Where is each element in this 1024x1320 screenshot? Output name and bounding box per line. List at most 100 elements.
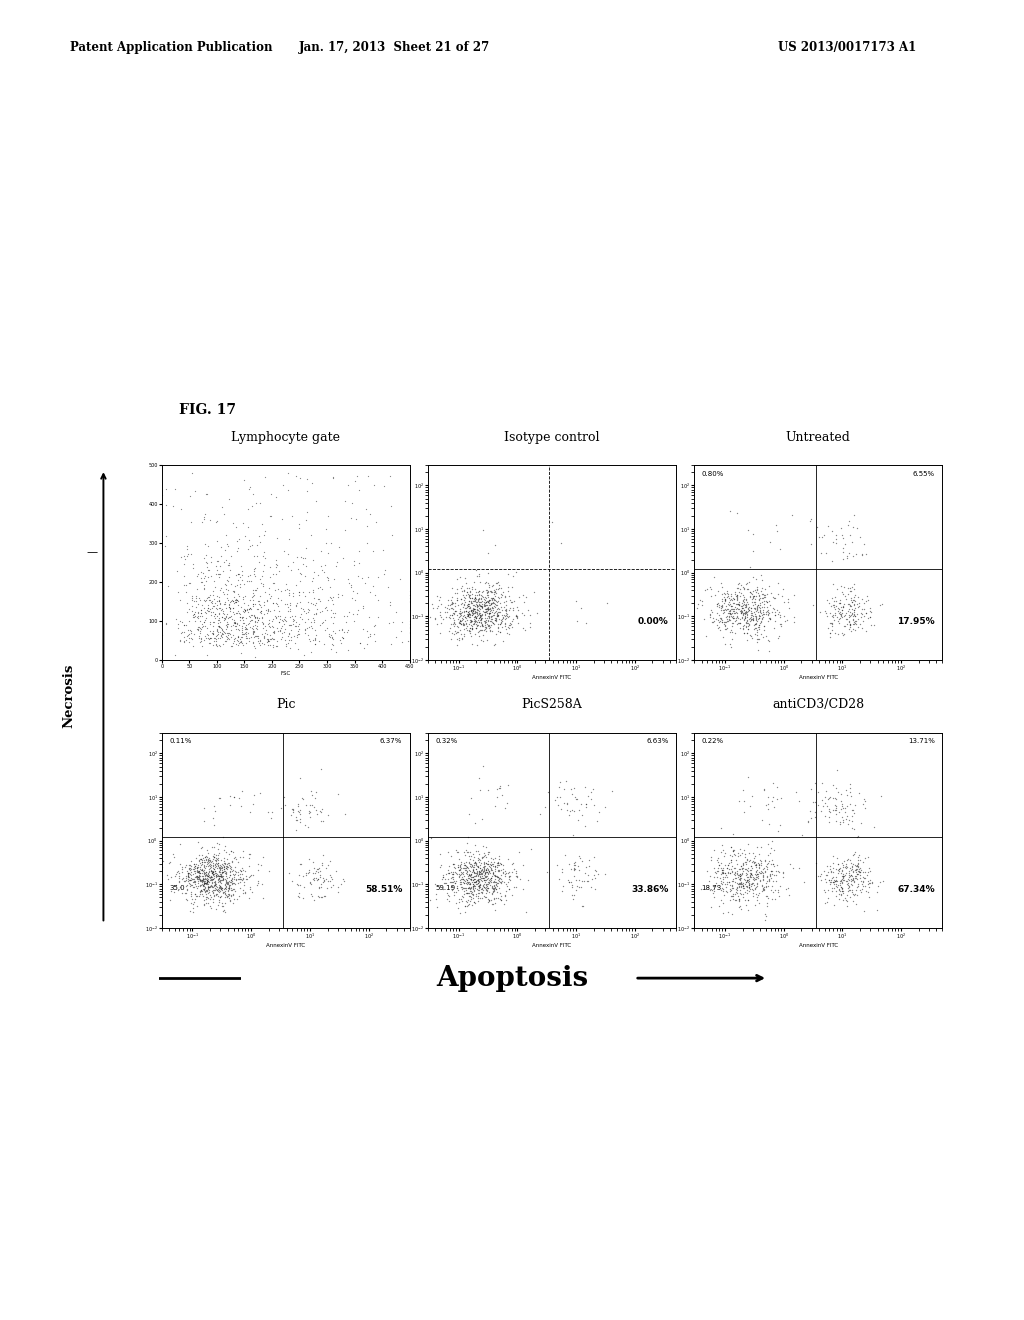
- Point: [572, 793, 589, 814]
- Point: [255, 545, 271, 566]
- Point: [161, 853, 177, 874]
- Point: [481, 595, 498, 616]
- Point: [730, 896, 746, 917]
- Point: [762, 595, 778, 616]
- Point: [452, 871, 468, 892]
- Point: [734, 598, 751, 619]
- Point: [261, 616, 278, 638]
- Point: [735, 854, 752, 875]
- Point: [474, 630, 490, 651]
- Point: [474, 595, 490, 616]
- Point: [351, 540, 368, 561]
- Point: [450, 569, 466, 590]
- Point: [195, 616, 211, 638]
- Point: [478, 874, 495, 895]
- Point: [195, 875, 211, 896]
- Point: [713, 851, 729, 873]
- Point: [484, 581, 501, 602]
- Point: [475, 855, 492, 876]
- Point: [209, 853, 225, 874]
- Point: [433, 612, 450, 634]
- Point: [290, 795, 306, 816]
- Point: [489, 618, 506, 639]
- Point: [724, 606, 740, 627]
- Point: [321, 506, 337, 527]
- Point: [714, 591, 730, 612]
- Point: [497, 614, 513, 635]
- Point: [205, 862, 221, 883]
- Point: [737, 601, 754, 622]
- Point: [564, 825, 581, 846]
- Point: [750, 609, 766, 630]
- Point: [195, 869, 211, 890]
- Point: [744, 866, 761, 887]
- Point: [272, 589, 289, 610]
- Point: [484, 593, 501, 614]
- Point: [430, 590, 446, 611]
- Point: [427, 873, 443, 894]
- Point: [480, 615, 497, 636]
- Point: [227, 846, 244, 867]
- Point: [242, 529, 258, 550]
- Point: [224, 878, 241, 899]
- Point: [729, 865, 745, 886]
- Point: [478, 847, 495, 869]
- Point: [473, 862, 489, 883]
- Point: [764, 863, 780, 884]
- Point: [467, 834, 483, 855]
- Point: [730, 607, 746, 628]
- Point: [237, 882, 253, 903]
- Point: [854, 598, 870, 619]
- Point: [723, 636, 739, 657]
- Point: [727, 865, 743, 886]
- Point: [836, 577, 852, 598]
- Point: [708, 862, 724, 883]
- Point: [444, 614, 461, 635]
- Point: [232, 869, 249, 890]
- Point: [847, 597, 863, 618]
- Point: [220, 867, 237, 888]
- Point: [217, 550, 233, 572]
- Point: [838, 862, 854, 883]
- Point: [209, 606, 225, 627]
- Point: [286, 609, 302, 630]
- Point: [204, 869, 220, 890]
- Point: [447, 582, 464, 603]
- Point: [325, 628, 341, 649]
- Point: [480, 888, 497, 909]
- Point: [830, 781, 847, 803]
- Point: [746, 579, 763, 601]
- Point: [227, 591, 244, 612]
- Point: [452, 610, 468, 631]
- Point: [741, 610, 758, 631]
- Point: [325, 594, 341, 615]
- Point: [467, 865, 483, 886]
- Point: [509, 607, 525, 628]
- Point: [733, 855, 750, 876]
- Point: [455, 585, 471, 606]
- Point: [183, 544, 200, 565]
- Point: [850, 861, 866, 882]
- Point: [197, 610, 213, 631]
- Point: [459, 870, 475, 891]
- Point: [444, 871, 461, 892]
- Point: [487, 609, 504, 630]
- Point: [742, 597, 759, 618]
- Point: [189, 564, 206, 585]
- Text: 67.34%: 67.34%: [897, 884, 935, 894]
- Point: [828, 759, 845, 780]
- Point: [834, 793, 850, 814]
- Point: [432, 602, 449, 623]
- Point: [468, 589, 484, 610]
- Point: [263, 506, 280, 527]
- Point: [206, 847, 222, 869]
- Point: [836, 870, 852, 891]
- Point: [193, 568, 209, 589]
- Point: [195, 861, 211, 882]
- Point: [470, 605, 486, 626]
- Point: [467, 587, 483, 609]
- Point: [827, 795, 844, 816]
- Point: [348, 510, 365, 531]
- Point: [493, 865, 509, 886]
- Point: [841, 861, 857, 882]
